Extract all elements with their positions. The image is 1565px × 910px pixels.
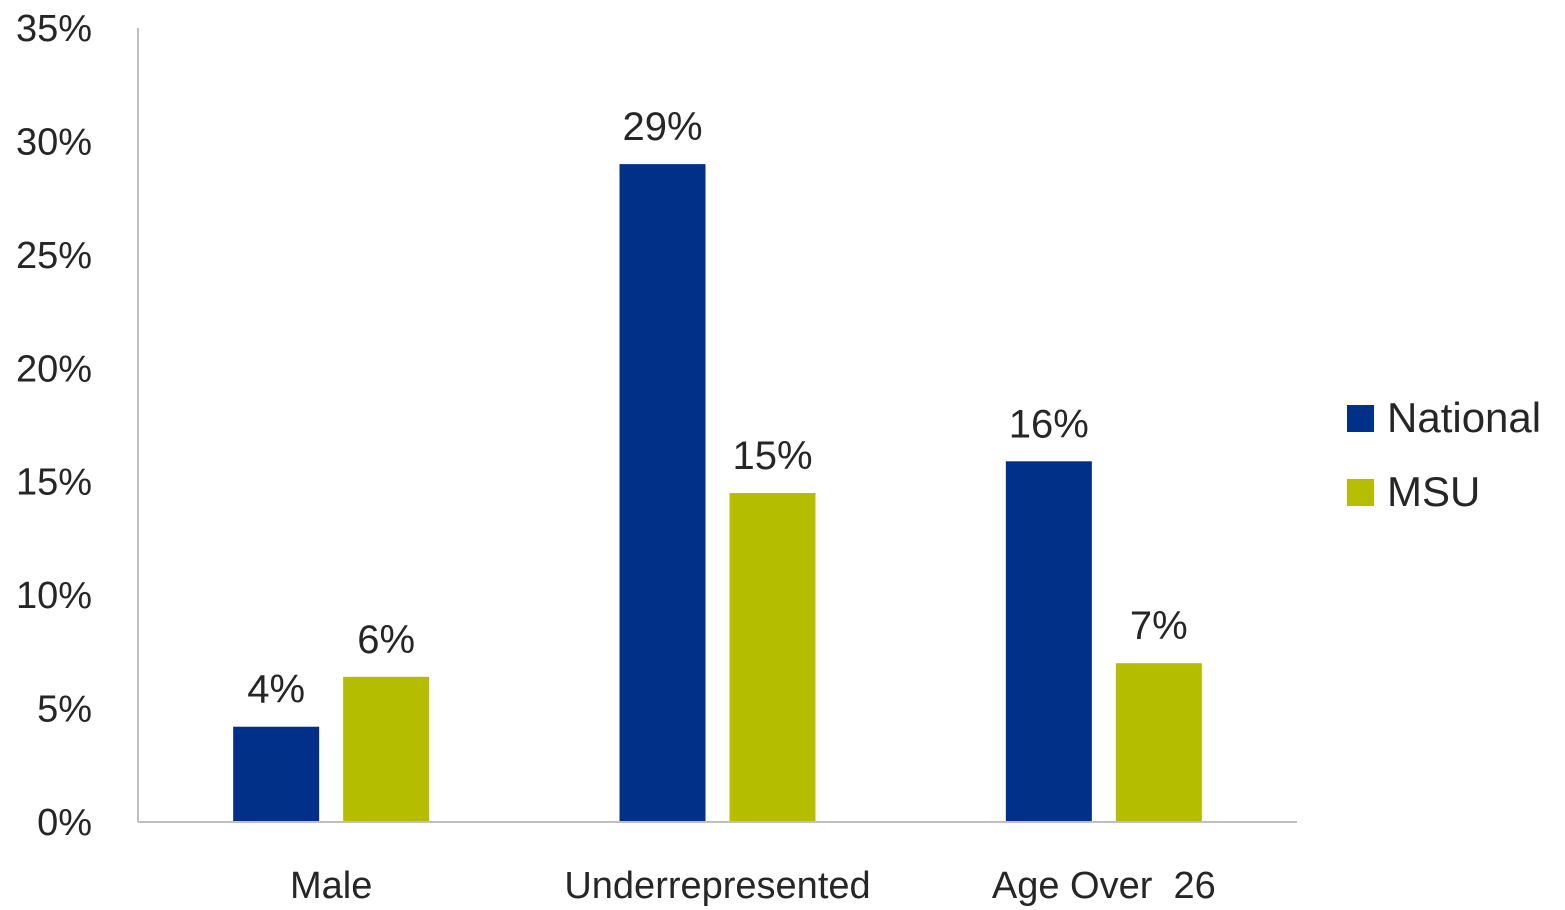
legend-label-national: National: [1387, 394, 1541, 441]
y-tick-label: 5%: [37, 689, 92, 731]
data-label: 6%: [357, 618, 415, 662]
y-tick-label: 15%: [16, 462, 92, 504]
y-tick-label: 25%: [16, 235, 92, 277]
y-axis: 0% 5% 10% 15% 20% 25% 30% 35%: [16, 8, 139, 844]
bars: [233, 164, 1202, 823]
data-label: 7%: [1130, 604, 1188, 648]
legend: National MSU: [1347, 394, 1541, 515]
x-tick-label: Age Over 26: [992, 865, 1216, 907]
bar-msu-1: [343, 676, 430, 822]
data-label: 29%: [622, 105, 702, 149]
legend-swatch-msu: [1347, 479, 1374, 506]
x-tick-label: Male: [290, 865, 372, 907]
data-label: 4%: [247, 668, 305, 712]
y-tick-label: 0%: [37, 802, 92, 844]
bar-national-2: [619, 164, 706, 823]
bar-national-3: [1005, 461, 1092, 822]
legend-label-msu: MSU: [1387, 468, 1480, 515]
legend-swatch-national: [1347, 405, 1374, 432]
x-tick-label: Underrepresented: [564, 865, 870, 907]
y-tick-label: 35%: [16, 8, 92, 50]
y-tick-label: 30%: [16, 121, 92, 163]
y-tick-label: 10%: [16, 575, 92, 617]
bar-msu-3: [1115, 663, 1202, 822]
data-label: 15%: [732, 434, 812, 478]
bar-national-1: [233, 726, 320, 822]
data-label: 16%: [1009, 402, 1089, 446]
y-tick-label: 20%: [16, 348, 92, 390]
bar-msu-2: [729, 493, 816, 822]
data-labels: 4% 6% 29% 15% 16% 7%: [247, 105, 1187, 712]
x-axis: Male Underrepresented Age Over 26: [138, 821, 1297, 907]
